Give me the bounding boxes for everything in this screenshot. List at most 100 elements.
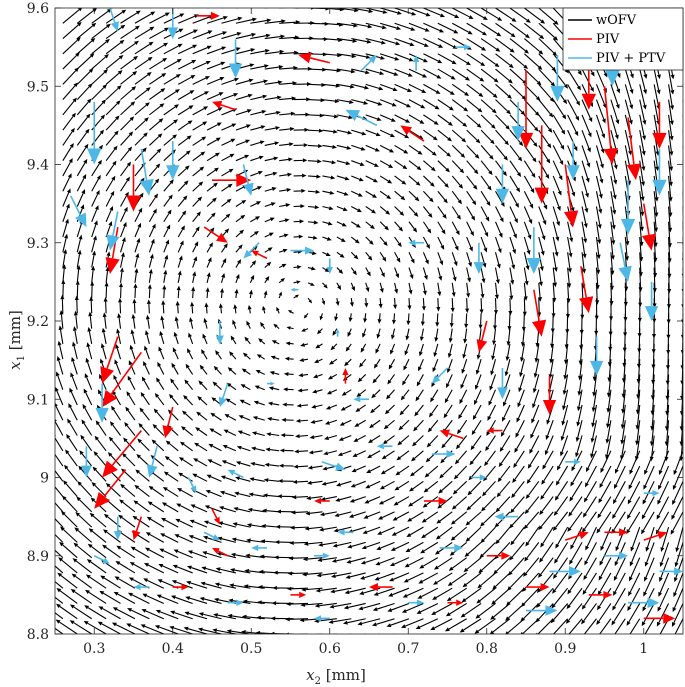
wofv-vector [208, 443, 222, 452]
wofv-vector-head [333, 528, 339, 533]
wofv-vector-head [135, 10, 141, 15]
wofv-vector-shaft [177, 46, 194, 55]
wofv-vector-head [353, 438, 359, 442]
wofv-vector-shaft [76, 147, 87, 161]
wofv-vector [60, 526, 78, 543]
wofv-vector-shaft [264, 142, 275, 146]
wofv-vector [241, 614, 265, 620]
wofv-vector-head [43, 572, 48, 576]
wofv-vector-shaft [379, 313, 381, 320]
wofv-vector [278, 248, 288, 253]
wofv-vector-shaft [62, 100, 75, 116]
wofv-vector-head [125, 406, 130, 412]
wofv-vector-head [73, 82, 78, 88]
wofv-vector [192, 166, 205, 177]
wofv-vector-shaft [240, 462, 251, 467]
wofv-vector [610, 633, 611, 634]
wofv-vector-head [48, 495, 52, 500]
wofv-vector-shaft [62, 146, 72, 161]
wofv-vector-shaft [222, 522, 237, 528]
wofv-vector-shaft [393, 313, 396, 321]
wofv-vector [353, 435, 366, 442]
wofv-vector-shaft [250, 96, 263, 101]
wofv-vector-head [68, 158, 73, 163]
wofv-vector-head [81, 189, 86, 195]
wofv-vector-head [279, 49, 285, 54]
wofv-vector [105, 175, 116, 192]
wofv-vector [212, 381, 222, 391]
wofv-vector-head [160, 88, 166, 93]
wofv-vector-shaft [250, 217, 257, 223]
wofv-vector-shaft [182, 459, 193, 467]
wofv-vector-head [116, 85, 122, 90]
wofv-vector [302, 557, 323, 562]
wofv-vector-shaft [206, 139, 218, 146]
wofv-vector-shaft [148, 303, 150, 314]
wofv-vector-shaft [85, 392, 93, 406]
wofv-vector-shaft [351, 99, 364, 104]
wofv-vector [134, 8, 137, 9]
wofv-vector [206, 197, 217, 207]
wofv-vector-head [206, 45, 212, 50]
wofv-vector [332, 541, 352, 548]
wofv-vector-head [265, 276, 270, 281]
wofv-vector-head [263, 79, 269, 84]
wofv-vector-shaft [307, 282, 312, 285]
wofv-vector-shaft [161, 319, 165, 329]
wofv-vector-head [153, 408, 159, 414]
wofv-vector-shaft [177, 76, 192, 85]
wofv-vector-head [201, 136, 207, 141]
wofv-vector-shaft [232, 338, 237, 345]
wofv-vector-head [220, 61, 226, 66]
wofv-vector [115, 343, 122, 360]
wofv-vector-shaft [91, 8, 93, 9]
wofv-vector-head [117, 313, 122, 318]
wofv-vector-shaft [322, 541, 337, 546]
wofv-vector-head [351, 286, 355, 292]
wofv-vector [118, 282, 124, 299]
wofv-vector-head [346, 559, 352, 564]
wofv-vector-head [156, 377, 161, 383]
wofv-vector [250, 231, 259, 238]
wofv-vector-shaft [132, 318, 136, 329]
wofv-vector-head [292, 81, 298, 86]
wofv-vector-shaft [328, 434, 338, 439]
wofv-vector-head [281, 263, 287, 268]
wofv-vector [73, 542, 93, 559]
wofv-vector-shaft [173, 627, 193, 634]
wofv-vector-head [270, 355, 276, 360]
wofv-vector [293, 204, 305, 209]
wofv-vector-shaft [140, 441, 150, 452]
wofv-vector [62, 249, 68, 268]
wofv-vector [127, 608, 150, 620]
wofv-vector [315, 587, 337, 593]
wofv-vector-shaft [117, 593, 136, 604]
wofv-vector-head [263, 478, 269, 483]
wofv-vector [300, 342, 309, 347]
wofv-vector-head [152, 208, 157, 214]
wofv-vector-head [166, 224, 171, 230]
wofv-vector-head [113, 145, 118, 151]
wofv-vector-shaft [379, 298, 382, 305]
wofv-vector [104, 281, 109, 299]
wofv-vector-shaft [134, 272, 137, 283]
wofv-vector-shaft [209, 491, 222, 498]
wofv-vector-shaft [293, 296, 297, 299]
wofv-vector-shaft [177, 107, 191, 116]
wofv-vector-head [127, 375, 132, 381]
wofv-vector-head [78, 234, 83, 240]
wofv-vector-head [282, 8, 283, 9]
wofv-vector-head [163, 269, 168, 275]
wofv-vector-shaft [82, 438, 93, 452]
wofv-vector [337, 450, 352, 457]
wofv-vector-head [200, 151, 206, 156]
wofv-vector [232, 522, 251, 528]
wofv-vector-shaft [91, 26, 108, 39]
wofv-vector-shaft [244, 385, 251, 391]
wofv-vector-head [105, 266, 110, 272]
wofv-vector-head [145, 532, 151, 537]
wofv-vector [251, 446, 265, 452]
wofv-vector-shaft [74, 591, 93, 604]
wofv-vector [206, 61, 226, 70]
wofv-vector-head [126, 623, 132, 628]
